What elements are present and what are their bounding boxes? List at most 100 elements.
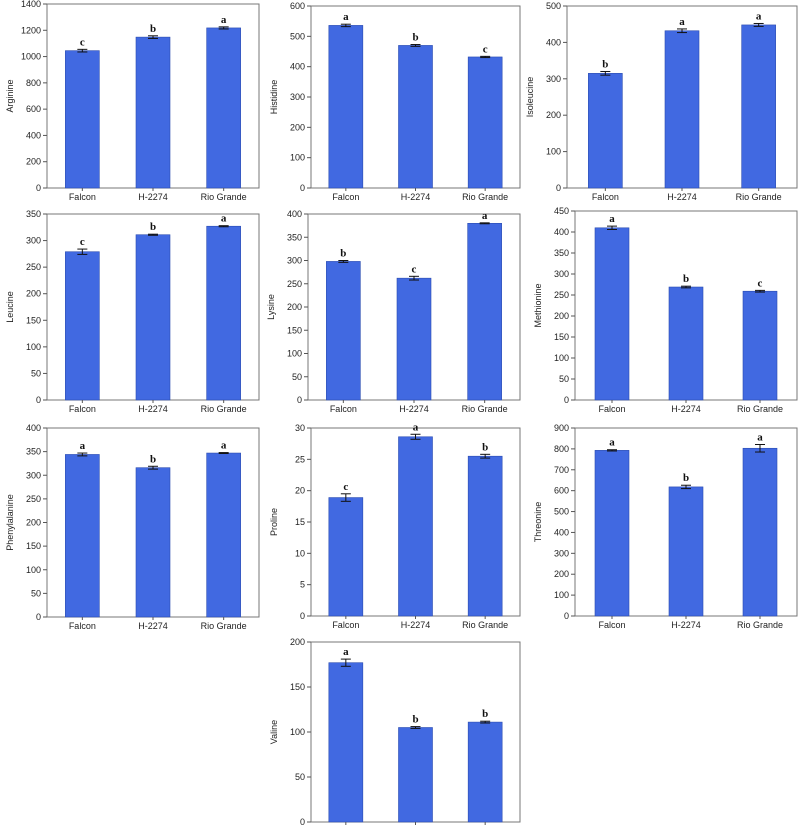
- y-tick-label: 100: [554, 590, 569, 600]
- y-tick-label: 400: [290, 62, 305, 72]
- y-tick-label: 200: [554, 311, 569, 321]
- significance-letter: a: [756, 10, 762, 22]
- y-tick-label: 100: [554, 353, 569, 363]
- bar: [594, 227, 630, 401]
- significance-letter: c: [343, 481, 348, 493]
- significance-letter: a: [757, 432, 763, 444]
- y-tick-label: 600: [290, 1, 305, 11]
- x-tick-label: H-2274: [138, 621, 168, 631]
- x-tick-label: H-2274: [671, 620, 701, 630]
- significance-letter: b: [150, 23, 156, 35]
- y-axis-label: Arginine: [5, 79, 15, 112]
- y-axis-label: Valine: [269, 720, 279, 744]
- y-tick-label: 50: [295, 772, 305, 782]
- y-tick-label: 50: [31, 368, 41, 378]
- y-tick-label: 20: [295, 486, 305, 496]
- y-tick-label: 800: [554, 444, 569, 454]
- y-tick-label: 500: [290, 31, 305, 41]
- significance-letter: a: [221, 14, 227, 26]
- y-tick-label: 300: [26, 470, 41, 480]
- y-tick-label: 700: [554, 465, 569, 475]
- y-tick-label: 500: [554, 507, 569, 517]
- y-tick-label: 300: [287, 256, 302, 266]
- y-tick-label: 200: [290, 637, 305, 647]
- x-tick-label: Falcon: [598, 404, 625, 414]
- significance-letter: b: [482, 441, 488, 453]
- y-tick-label: 300: [554, 548, 569, 558]
- y-tick-label: 300: [546, 74, 561, 84]
- significance-letter: a: [221, 440, 227, 452]
- significance-letter: b: [683, 273, 689, 285]
- bar: [742, 290, 778, 401]
- chart-panel-phenylalanine: 0 50 100 150 200 250 300 350 400 Phenylalanine a Fa…: [5, 423, 260, 631]
- x-tick-label: Rio Grande: [201, 404, 247, 414]
- y-tick-label: 300: [554, 269, 569, 279]
- bar: [206, 27, 241, 189]
- significance-letter: c: [80, 36, 85, 48]
- y-axis-label: Leucine: [5, 291, 15, 323]
- y-tick-label: 250: [26, 262, 41, 272]
- significance-letter: c: [412, 263, 417, 275]
- x-tick-label: Rio Grande: [462, 620, 508, 630]
- chart-panel-histidine: 0 100 200 300 400 500 600 Histidine a Falcon b H-22…: [269, 1, 521, 202]
- significance-letter: a: [413, 421, 419, 433]
- chart-panel-arginine: 0 200 400 600 800 1000 1200 1400 Arginine c Falcon…: [5, 0, 260, 202]
- chart-panel-proline: 0 5 10 15 20 25 30 Proline c Falcon a H-2274 b Rio Gr…: [269, 421, 521, 630]
- y-tick-label: 900: [554, 423, 569, 433]
- x-tick-label: Rio Grande: [736, 192, 782, 202]
- x-tick-label: H-2274: [138, 404, 168, 414]
- x-tick-label: Rio Grande: [737, 404, 783, 414]
- significance-letter: a: [221, 213, 227, 225]
- y-tick-label: 600: [26, 104, 41, 114]
- y-tick-label: 0: [300, 183, 305, 193]
- bar: [398, 727, 433, 823]
- y-tick-label: 400: [554, 527, 569, 537]
- x-tick-label: H-2274: [671, 404, 701, 414]
- bar: [398, 45, 433, 189]
- y-tick-label: 200: [26, 289, 41, 299]
- y-tick-label: 50: [559, 374, 569, 384]
- bar: [135, 467, 171, 618]
- y-tick-label: 200: [546, 110, 561, 120]
- y-tick-label: 0: [300, 817, 305, 825]
- bar: [741, 24, 776, 189]
- y-tick-label: 100: [290, 727, 305, 737]
- significance-letter: c: [758, 277, 763, 289]
- significance-letter: a: [343, 646, 349, 658]
- y-axis-label: Isoleucine: [525, 77, 535, 118]
- x-tick-label: Falcon: [69, 404, 96, 414]
- significance-letter: a: [609, 437, 615, 449]
- y-axis-label: Methionine: [533, 283, 543, 327]
- y-tick-label: 15: [295, 517, 305, 527]
- bar: [398, 436, 433, 617]
- bar: [65, 454, 100, 618]
- y-axis-label: Histidine: [269, 80, 279, 115]
- y-tick-label: 150: [287, 325, 302, 335]
- bar: [326, 261, 361, 401]
- y-tick-label: 25: [295, 454, 305, 464]
- y-tick-label: 500: [546, 1, 561, 11]
- chart-panel-threonine: 0 100 200 300 400 500 600 700 800 900 Threonine a Fa…: [533, 423, 798, 630]
- x-tick-label: Falcon: [592, 192, 619, 202]
- chart-panel-methionine: 0 50 100 150 200 250 300 350 400 450 Methionine a Fa…: [533, 206, 798, 414]
- y-tick-label: 200: [26, 518, 41, 528]
- y-tick-label: 10: [295, 548, 305, 558]
- y-tick-label: 1400: [21, 0, 41, 9]
- x-tick-label: Falcon: [69, 192, 96, 202]
- chart-panel-lysine: 0 50 100 150 200 250 300 350 400 Lysine b Falcon c H-…: [266, 209, 521, 414]
- y-tick-label: 100: [26, 342, 41, 352]
- significance-letter: b: [150, 453, 156, 465]
- y-tick-label: 100: [287, 349, 302, 359]
- bar: [668, 486, 704, 617]
- y-tick-label: 400: [554, 227, 569, 237]
- y-tick-label: 0: [36, 395, 41, 405]
- y-tick-label: 0: [564, 611, 569, 621]
- significance-letter: b: [340, 248, 346, 260]
- y-tick-label: 0: [36, 612, 41, 622]
- y-tick-label: 300: [290, 92, 305, 102]
- x-tick-label: H-2274: [401, 192, 431, 202]
- chart-panel-leucine: 0 50 100 150 200 250 300 350 Leucine c Falcon b H-22…: [5, 209, 260, 414]
- bar: [135, 234, 171, 401]
- significance-letter: b: [683, 472, 689, 484]
